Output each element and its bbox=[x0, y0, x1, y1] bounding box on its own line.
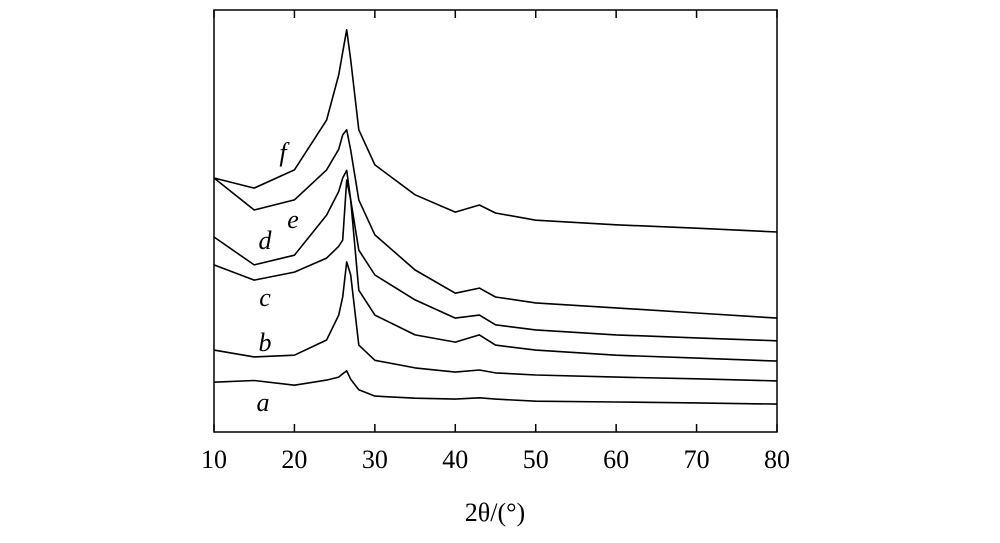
x-tick-label: 30 bbox=[362, 445, 388, 474]
x-tick-label: 70 bbox=[684, 445, 710, 474]
xrd-curve bbox=[213, 29, 778, 233]
x-tick-label: 10 bbox=[201, 445, 227, 474]
x-tick-label: 60 bbox=[603, 445, 629, 474]
x-axis-label: 2θ/(°) bbox=[465, 498, 525, 527]
xrd-curve bbox=[213, 179, 778, 362]
xrd-curve bbox=[213, 370, 778, 405]
series-label: b bbox=[259, 328, 272, 357]
series-label: c bbox=[259, 283, 271, 312]
series-label: a bbox=[257, 388, 270, 417]
xrd-curve bbox=[213, 169, 778, 342]
x-tick-label: 20 bbox=[281, 445, 307, 474]
x-tick-label: 80 bbox=[764, 445, 790, 474]
series-label: d bbox=[259, 226, 273, 255]
xrd-curve bbox=[213, 129, 778, 319]
series-label: f bbox=[279, 138, 290, 167]
x-tick-label: 40 bbox=[442, 445, 468, 474]
x-tick-label: 50 bbox=[523, 445, 549, 474]
xrd-curve bbox=[213, 261, 778, 382]
series-label: e bbox=[287, 205, 299, 234]
plot-frame bbox=[213, 9, 778, 433]
